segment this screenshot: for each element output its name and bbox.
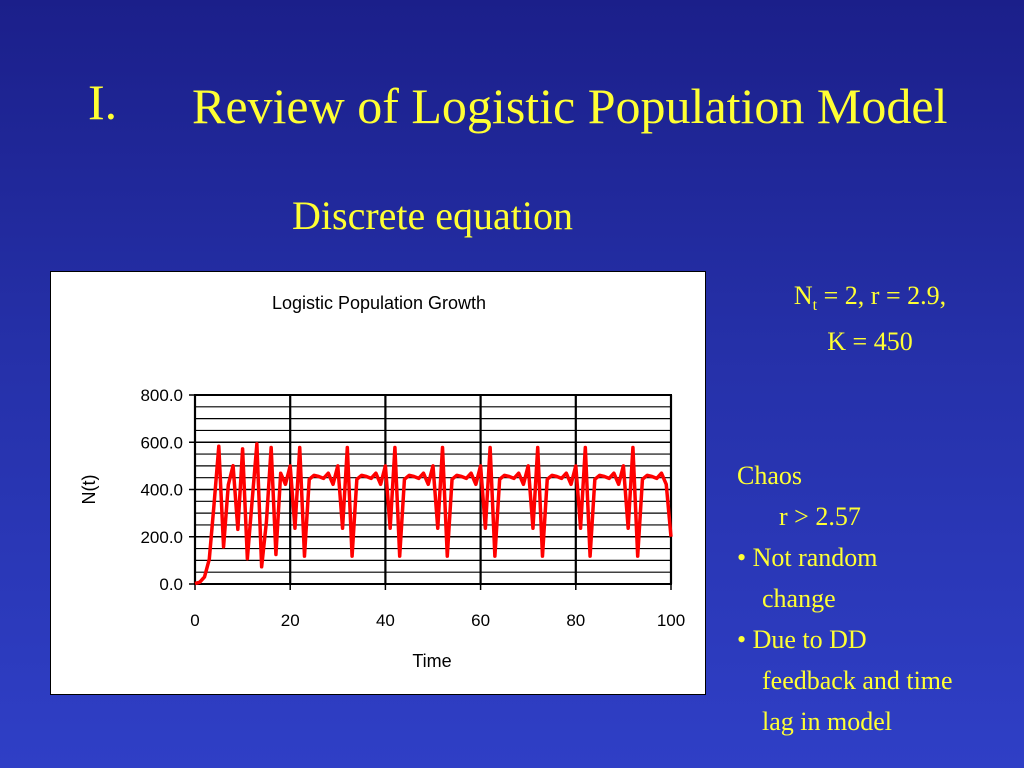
params-line-1: Nt = 2, r = 2.9, — [745, 278, 995, 324]
y-tick-label: 0.0 — [159, 575, 183, 594]
y-tick-label: 800.0 — [140, 386, 183, 405]
note-bullet-2: • Due to DD — [737, 625, 867, 654]
title-number: I. — [88, 74, 118, 130]
note-r-threshold: r > 2.57 — [779, 502, 861, 531]
note-bullet-2-cont-2: lag in model — [762, 707, 892, 736]
x-tick-label: 0 — [190, 611, 199, 630]
slide-subtitle: Discrete equation — [292, 193, 573, 238]
chart-container: 0.0 200.0 400.0 600.0 800.0 0 20 40 60 80 100 Logis… — [50, 271, 706, 695]
note-bullet-1-cont: change — [762, 584, 836, 613]
logistic-chart: 0.0 200.0 400.0 600.0 800.0 0 20 40 60 80 100 Logis… — [79, 293, 685, 671]
parameters: Nt = 2, r = 2.9, K = 450 — [745, 278, 995, 360]
params-line-2: K = 450 — [827, 327, 913, 357]
x-tick-label: 40 — [376, 611, 395, 630]
series-line — [194, 442, 673, 586]
x-tick-label: 60 — [471, 611, 490, 630]
note-chaos: Chaos — [737, 461, 802, 490]
note-bullet-1: • Not random — [737, 543, 878, 572]
x-tick-label: 20 — [281, 611, 300, 630]
chart-title: Logistic Population Growth — [272, 293, 486, 313]
y-tick-label: 200.0 — [140, 528, 183, 547]
x-axis-label: Time — [412, 651, 451, 671]
y-axis-label: N(t) — [79, 475, 99, 505]
params-n: N — [793, 281, 813, 310]
y-tick-label: 600.0 — [140, 433, 183, 452]
note-bullet-2-cont-1: feedback and time — [762, 666, 953, 695]
x-tick-label: 100 — [657, 611, 685, 630]
slide-title: Review of Logistic Population Model — [192, 78, 948, 134]
y-tick-label: 400.0 — [140, 481, 183, 500]
notes: Chaos r > 2.57 • Not random change • Due… — [737, 455, 1022, 742]
x-tick-label: 80 — [566, 611, 585, 630]
params-values: = 2, r = 2.9, — [817, 281, 947, 310]
params-n-subscript: t — [812, 297, 818, 315]
